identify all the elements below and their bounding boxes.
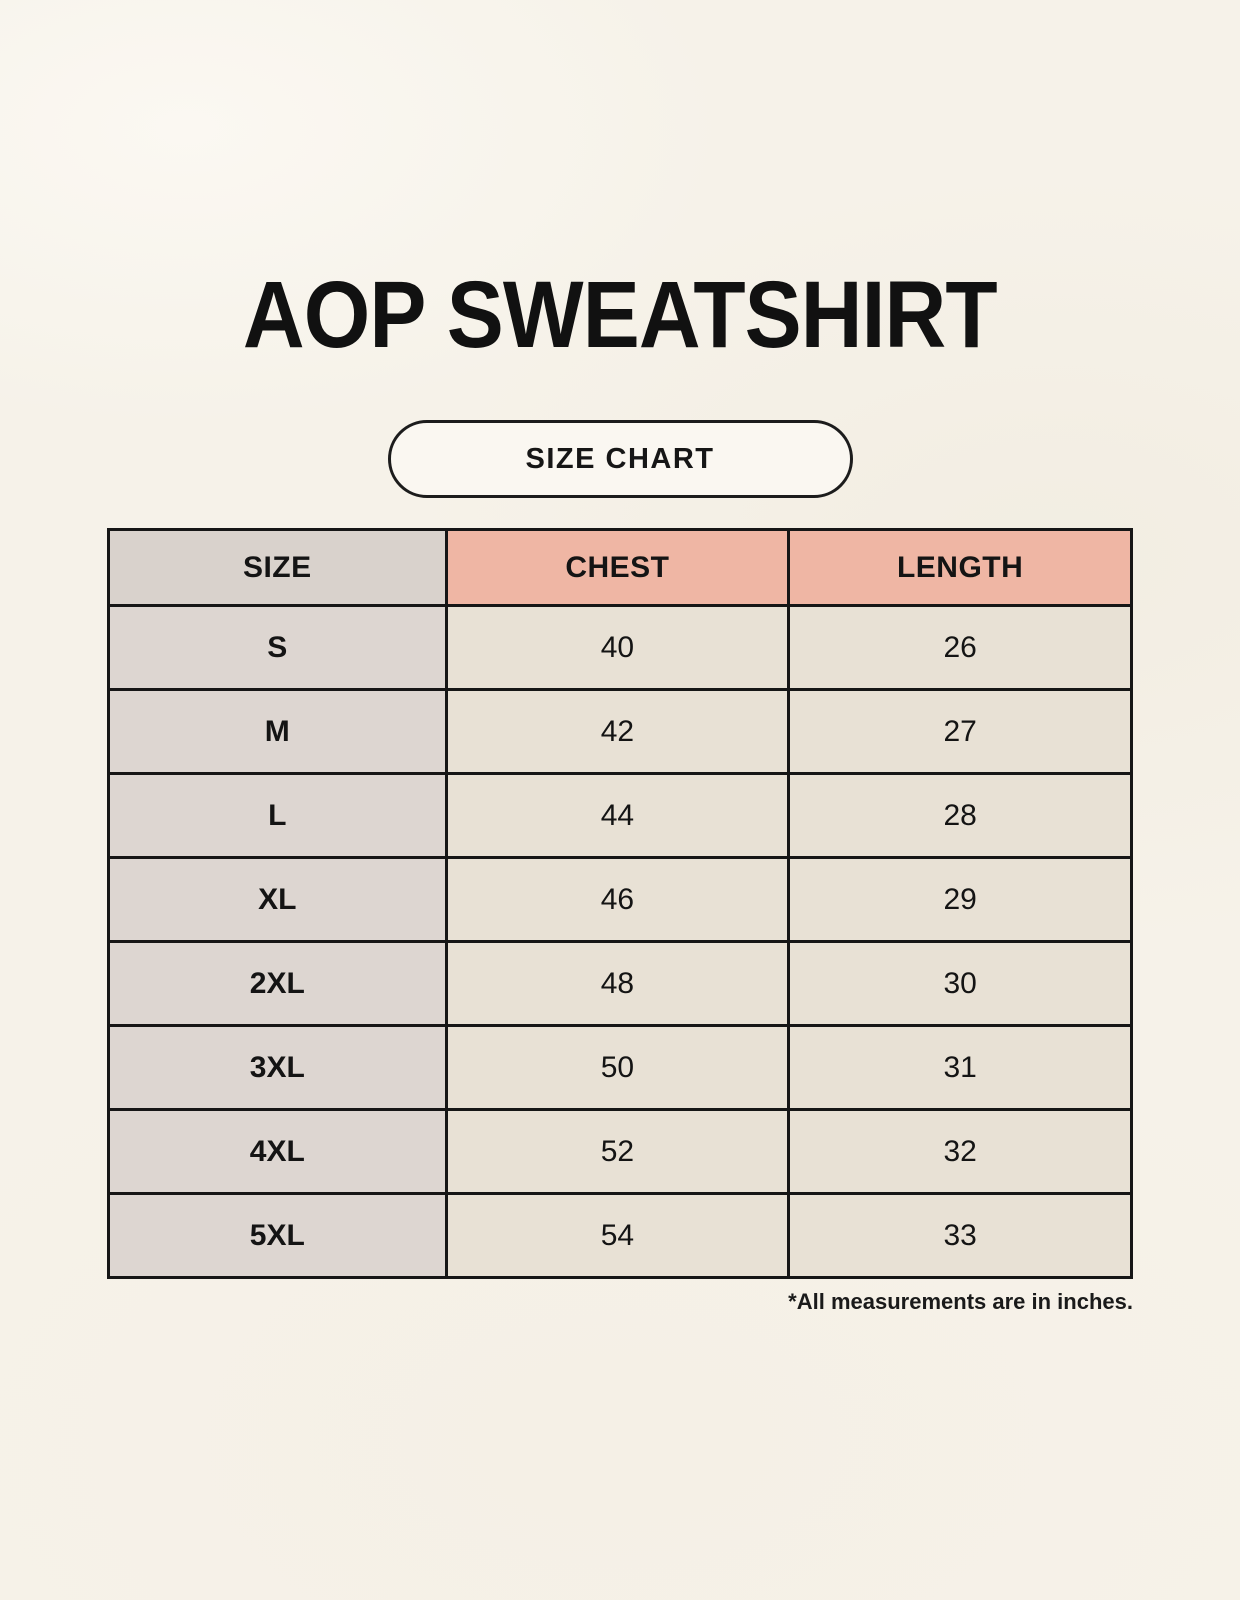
length-cell: 27 [787,688,1133,775]
length-cell: 26 [787,604,1133,691]
page-title: AOP SWEATSHIRT [0,268,1240,363]
chest-cell: 48 [444,940,791,1027]
size-chart-page: AOP SWEATSHIRT SIZE CHART SIZE CHEST LEN… [0,268,1240,1314]
column-header-chest: CHEST [444,528,791,607]
table-row: 5XL 54 33 [107,1192,1133,1279]
table-row: 4XL 52 32 [107,1108,1133,1195]
length-cell: 30 [787,940,1133,1027]
chest-cell: 44 [444,772,791,859]
size-cell: 4XL [107,1108,448,1195]
chest-cell: 50 [444,1024,791,1111]
chest-cell: 52 [444,1108,791,1195]
size-cell: M [107,688,448,775]
table-row: 3XL 50 31 [107,1024,1133,1111]
table-row: L 44 28 [107,772,1133,859]
chest-cell: 42 [444,688,791,775]
size-chart-badge-label: SIZE CHART [525,442,715,475]
length-cell: 33 [787,1192,1133,1279]
length-cell: 32 [787,1108,1133,1195]
page-title-text: AOP SWEATSHIRT [243,262,998,368]
table-header-row: SIZE CHEST LENGTH [107,528,1133,607]
table-row: 2XL 48 30 [107,940,1133,1027]
chest-cell: 40 [444,604,791,691]
column-header-size: SIZE [107,528,448,607]
size-chart-badge: SIZE CHART [387,420,853,498]
measurements-footnote: *All measurements are in inches. [788,1289,1133,1314]
size-cell: 3XL [107,1024,448,1111]
size-table: SIZE CHEST LENGTH S 40 26 M 42 27 L 44 2… [107,528,1133,1279]
length-cell: 28 [787,772,1133,859]
length-cell: 31 [787,1024,1133,1111]
size-cell: L [107,772,448,859]
size-cell: S [107,604,448,691]
table-row: XL 46 29 [107,856,1133,943]
size-cell: XL [107,856,448,943]
length-cell: 29 [787,856,1133,943]
table-row: M 42 27 [107,688,1133,775]
size-cell: 5XL [107,1192,448,1279]
chest-cell: 54 [444,1192,791,1279]
column-header-length: LENGTH [787,528,1133,607]
chest-cell: 46 [444,856,791,943]
table-row: S 40 26 [107,604,1133,691]
size-cell: 2XL [107,940,448,1027]
